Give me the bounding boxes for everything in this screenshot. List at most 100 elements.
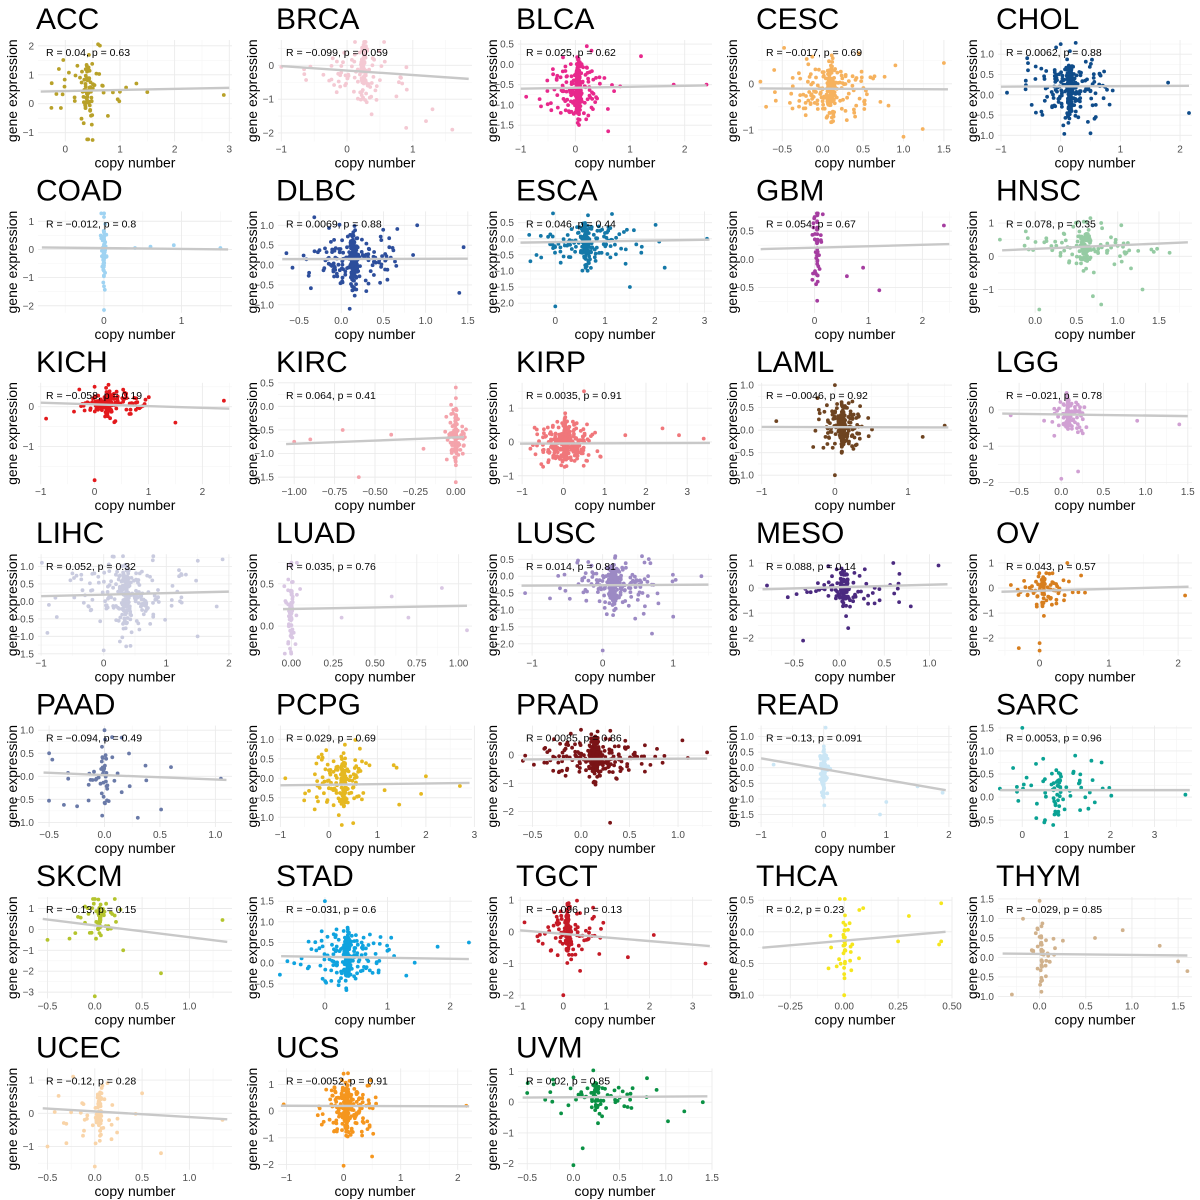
x-tick-label: −1	[995, 144, 1007, 155]
correlation-stat: R = 0.0085, p = 0.86	[526, 733, 622, 745]
y-tick-label: 0.5	[740, 403, 754, 414]
data-point	[364, 100, 369, 105]
y-tick-label: 1.0	[20, 726, 34, 737]
data-point	[523, 753, 528, 758]
data-point	[314, 795, 319, 799]
data-point	[1093, 103, 1098, 107]
data-point	[90, 597, 95, 602]
data-point	[385, 267, 390, 272]
data-point	[1112, 262, 1117, 267]
data-point	[1079, 234, 1084, 239]
panel-title: BRCA	[276, 3, 359, 36]
data-point	[850, 83, 855, 88]
data-point	[443, 429, 448, 434]
data-point	[1063, 89, 1067, 94]
y-tick-label: 0.5	[500, 40, 514, 51]
data-point	[548, 596, 552, 601]
data-point	[650, 631, 654, 636]
data-point	[321, 72, 326, 77]
data-point	[573, 103, 577, 108]
data-point	[1082, 405, 1087, 410]
data-point	[569, 247, 574, 251]
y-tick-label: 0.0	[260, 622, 274, 633]
data-point	[397, 80, 401, 85]
data-point	[846, 91, 851, 96]
data-point	[827, 75, 831, 80]
x-tick-label: 2	[920, 316, 926, 327]
data-point	[1105, 248, 1109, 253]
data-point	[61, 58, 66, 62]
data-point	[119, 790, 124, 795]
data-point	[286, 640, 291, 644]
data-point	[805, 590, 809, 594]
y-tick-label: 1.0	[980, 50, 994, 61]
data-point	[852, 110, 857, 115]
data-point	[840, 435, 845, 440]
data-point	[601, 745, 605, 749]
x-tick-label: −1	[35, 659, 47, 670]
data-point	[1062, 598, 1066, 603]
panel-title: LUAD	[276, 517, 356, 550]
data-point	[78, 75, 82, 80]
data-point	[607, 747, 612, 752]
y-axis-label: gene expression	[724, 554, 740, 657]
x-tick-label: 2	[200, 487, 206, 498]
data-point	[877, 288, 882, 293]
data-point	[1051, 581, 1056, 585]
data-point	[444, 457, 449, 462]
data-point	[559, 463, 564, 468]
data-point	[294, 613, 299, 618]
data-point	[862, 102, 867, 106]
data-point	[372, 273, 376, 277]
data-point	[96, 580, 101, 585]
data-point	[1089, 96, 1094, 101]
data-point	[346, 74, 351, 78]
data-point	[419, 792, 423, 796]
correlation-stat: R = 0.029, p = 0.69	[286, 733, 376, 745]
data-point	[814, 75, 818, 80]
data-point	[942, 223, 946, 228]
y-tick-label: 0	[508, 437, 514, 448]
data-point	[877, 598, 882, 603]
data-point	[134, 81, 139, 86]
data-point	[384, 254, 389, 258]
y-tick-label: −1	[983, 609, 995, 620]
x-axis-label: copy number	[95, 326, 176, 342]
data-point	[358, 746, 362, 751]
data-point	[605, 761, 610, 766]
data-point	[557, 770, 561, 775]
x-tick-label: 0	[344, 144, 350, 155]
data-point	[1083, 258, 1088, 263]
data-point	[89, 113, 93, 118]
data-point	[635, 598, 640, 602]
data-point	[835, 402, 839, 406]
data-point	[827, 436, 831, 440]
regression-line	[521, 583, 709, 587]
data-point	[359, 76, 364, 80]
data-point	[857, 436, 862, 441]
data-point	[98, 233, 103, 238]
data-point	[221, 93, 226, 97]
data-point	[460, 451, 465, 456]
data-point	[1067, 104, 1072, 109]
data-point	[331, 759, 336, 764]
y-tick-label: 0.0	[260, 261, 274, 272]
data-point	[1040, 603, 1045, 607]
data-point	[1073, 81, 1078, 86]
data-point	[825, 403, 829, 408]
data-point	[645, 594, 650, 598]
data-point	[102, 287, 107, 292]
data-point	[1079, 428, 1084, 433]
data-point	[527, 233, 532, 237]
data-point	[545, 78, 550, 83]
data-point	[1062, 403, 1066, 407]
data-point	[1083, 89, 1087, 93]
panel-title: LIHC	[36, 517, 104, 550]
data-point	[331, 770, 336, 774]
y-tick-label: −1	[503, 471, 515, 482]
data-point	[57, 67, 61, 71]
data-point	[99, 759, 104, 764]
data-point	[366, 246, 371, 251]
x-tick-label: 0	[101, 316, 107, 327]
data-point	[639, 762, 644, 766]
